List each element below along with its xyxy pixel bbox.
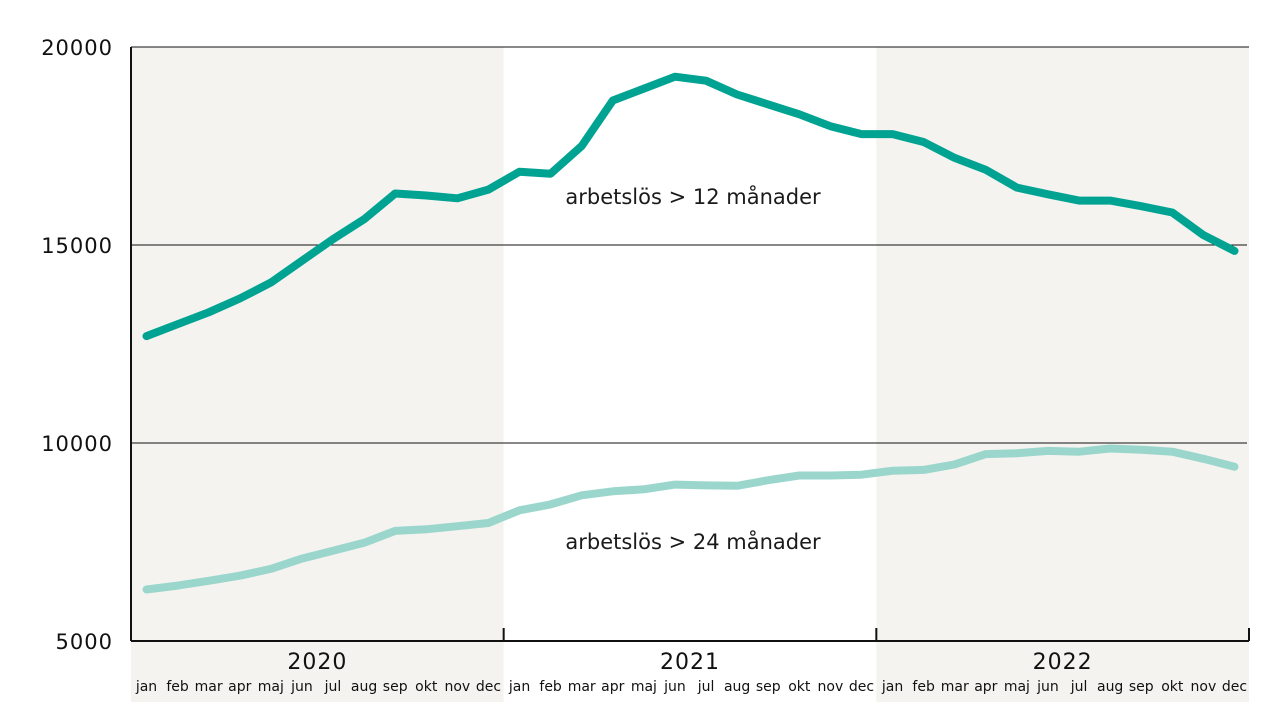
- month-label: apr: [601, 679, 624, 695]
- month-label: apr: [228, 679, 251, 695]
- month-label: mar: [195, 679, 223, 695]
- series-label-12: arbetslös > 12 månader: [565, 184, 821, 209]
- series-label-24: arbetslös > 24 månader: [565, 529, 821, 554]
- month-label: maj: [631, 679, 657, 695]
- year-band-2022: [876, 47, 1249, 702]
- year-label-2020: 2020: [287, 650, 347, 675]
- month-label: okt: [788, 679, 811, 695]
- month-label: jul: [697, 679, 715, 695]
- month-label: nov: [1191, 679, 1217, 695]
- month-label: jun: [663, 679, 686, 695]
- month-label: jun: [1036, 679, 1059, 695]
- month-label: apr: [974, 679, 997, 695]
- month-label: sep: [1129, 679, 1154, 695]
- series-line-2: [142, 444, 1239, 594]
- series-line-1: [142, 72, 1239, 341]
- axes: [130, 47, 1250, 642]
- month-label: feb: [912, 679, 935, 695]
- month-label: aug: [1097, 679, 1123, 695]
- month-label: jan: [135, 679, 157, 695]
- y-tick-label-10000: 10000: [41, 432, 113, 456]
- month-label: jul: [324, 679, 342, 695]
- month-label: nov: [818, 679, 844, 695]
- year-label-2021: 2021: [660, 650, 720, 675]
- month-label: mar: [941, 679, 969, 695]
- month-label: maj: [1004, 679, 1030, 695]
- month-label: mar: [568, 679, 596, 695]
- month-label: jan: [881, 679, 903, 695]
- month-label: dec: [476, 679, 501, 695]
- year-label-2022: 2022: [1033, 650, 1093, 675]
- month-label: jun: [290, 679, 313, 695]
- year-band-2020: [131, 47, 504, 702]
- month-label: okt: [415, 679, 438, 695]
- month-label: maj: [258, 679, 284, 695]
- month-label: dec: [849, 679, 874, 695]
- series-labels: arbetslös > 12 månader arbetslös > 24 må…: [565, 184, 821, 554]
- year-bands: [131, 47, 1249, 702]
- month-label: sep: [756, 679, 781, 695]
- year-band-2021: [503, 47, 877, 702]
- y-gridlines: [131, 46, 1249, 444]
- y-tick-label-15000: 15000: [41, 234, 113, 258]
- y-tick-label-20000: 20000: [41, 36, 113, 60]
- month-label: aug: [351, 679, 377, 695]
- y-tick-label-5000: 5000: [56, 630, 113, 654]
- month-label: sep: [383, 679, 408, 695]
- month-label: nov: [444, 679, 470, 695]
- month-label: feb: [539, 679, 562, 695]
- month-label: jul: [1070, 679, 1088, 695]
- series-lines: [142, 72, 1239, 594]
- month-label: feb: [166, 679, 189, 695]
- month-label: jan: [508, 679, 530, 695]
- month-label: dec: [1222, 679, 1247, 695]
- y-axis-ticks: 5000 10000 15000 20000: [41, 36, 113, 654]
- month-label: aug: [724, 679, 750, 695]
- month-label: okt: [1161, 679, 1184, 695]
